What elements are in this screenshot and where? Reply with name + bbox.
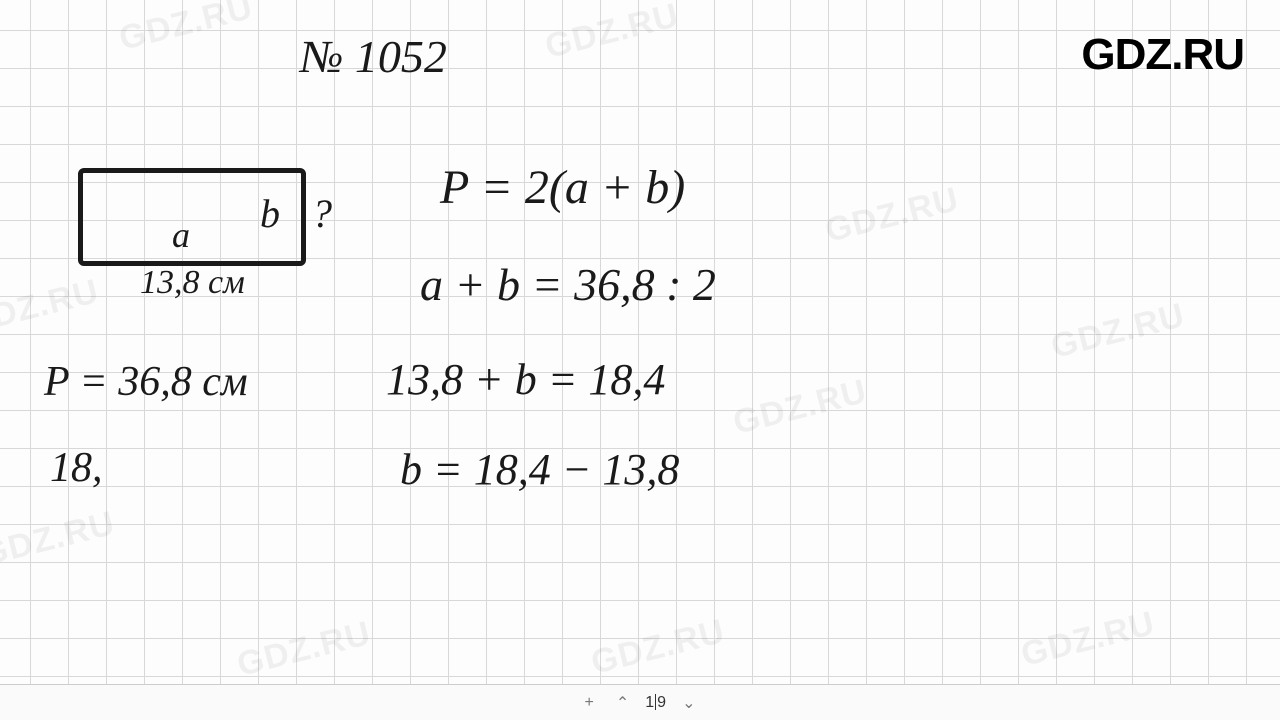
prev-page-button[interactable]: ⌃ bbox=[610, 691, 635, 715]
rectangle-given-dimension: 13,8 см bbox=[140, 264, 245, 302]
site-logo: GDZ.RU bbox=[1081, 30, 1244, 80]
rectangle-side-b-label: b bbox=[260, 190, 280, 237]
rectangle-question-mark: ? bbox=[312, 190, 332, 237]
rectangle-side-a-label: a bbox=[172, 214, 190, 256]
perimeter-formula: P = 2(a + b) bbox=[440, 160, 685, 215]
a-plus-b-equation: a + b = 36,8 : 2 bbox=[420, 258, 716, 311]
b-solve-equation: b = 18,4 − 13,8 bbox=[400, 444, 679, 495]
partial-number-18: 18, bbox=[50, 444, 103, 492]
page-toolbar: + ⌃ 19 ⌄ bbox=[0, 684, 1280, 720]
total-pages: 9 bbox=[657, 694, 666, 711]
perimeter-given: P = 36,8 см bbox=[44, 358, 248, 406]
substitution-equation: 13,8 + b = 18,4 bbox=[386, 354, 665, 405]
zoom-button[interactable]: + bbox=[579, 692, 600, 714]
current-page: 1 bbox=[645, 694, 654, 711]
next-page-button[interactable]: ⌄ bbox=[676, 691, 701, 715]
page-indicator: 19 bbox=[645, 694, 666, 712]
problem-number: № 1052 bbox=[300, 30, 447, 83]
